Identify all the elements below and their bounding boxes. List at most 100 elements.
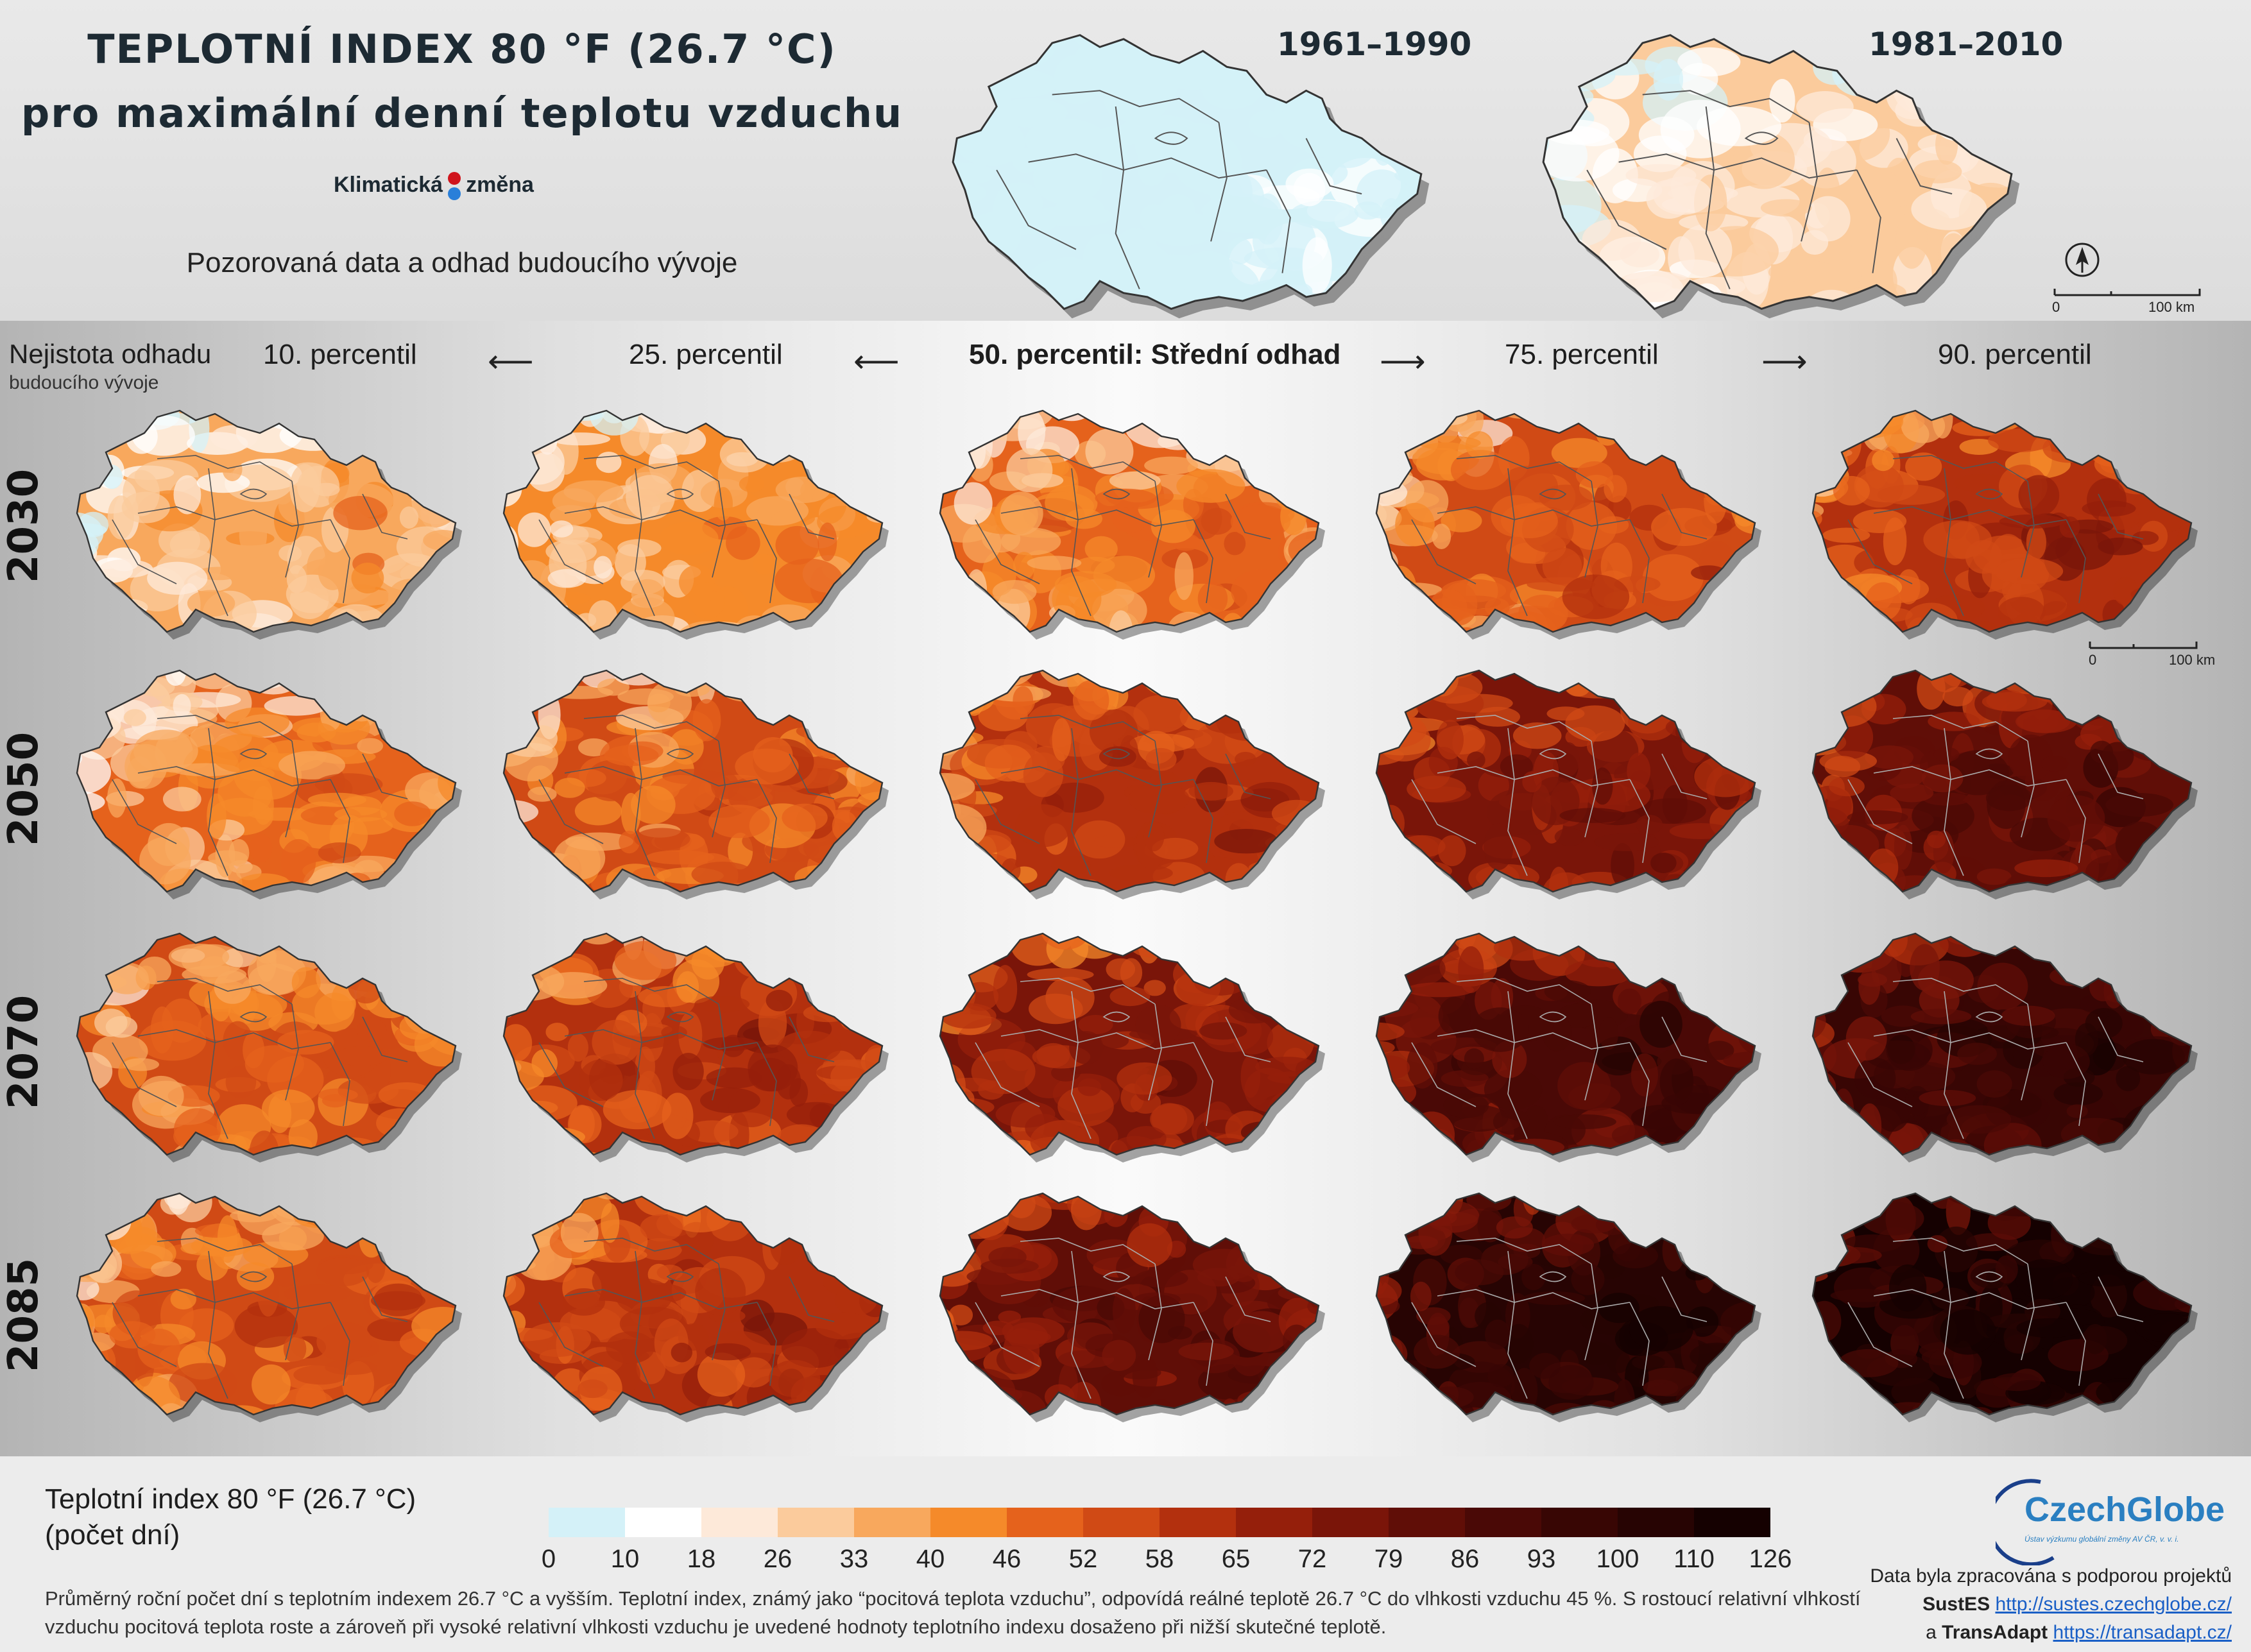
map-texture-blob: [1734, 670, 1755, 681]
legend-description: Průměrný roční počet dní s teplotním ind…: [45, 1587, 1861, 1638]
map-texture-blob: [1077, 1078, 1102, 1096]
region-border: [1148, 481, 1162, 578]
map-texture-blob: [1704, 670, 1725, 690]
map-texture-blob: [168, 943, 230, 970]
map-texture-blob: [2051, 417, 2105, 433]
map-texture-blob: [78, 1123, 125, 1155]
map-texture-blob: [1935, 124, 1958, 165]
map-2050-p10: [61, 658, 472, 901]
map-texture-blob: [411, 411, 434, 455]
arrow-right-icon: ⟶: [1380, 343, 1426, 379]
map-texture-blob: [1013, 686, 1034, 715]
map-texture-blob: [1643, 1379, 1679, 1396]
region-border: [1148, 1003, 1162, 1101]
region-border: [1892, 978, 2028, 1005]
map-2050-p50: [924, 658, 1335, 901]
country-outline: [1811, 932, 2193, 1156]
map-texture-blob: [794, 678, 840, 714]
czech-map-svg: [502, 932, 889, 1162]
country-outline: [939, 409, 1320, 633]
map-texture-blob: [1911, 188, 1987, 230]
map-texture-blob: [1274, 689, 1319, 728]
region-border: [285, 1263, 299, 1361]
map-texture-blob: [1724, 741, 1747, 755]
map-texture-blob: [1888, 1264, 1927, 1312]
map-texture-blob: [595, 452, 622, 473]
map-texture-blob: [1983, 1123, 2042, 1155]
map-texture-blob: [1429, 589, 1468, 625]
map-texture-blob: [214, 971, 252, 1004]
region-border: [1148, 1263, 1162, 1361]
map-texture-blob: [1541, 1233, 1595, 1256]
legend-tick-label: 58: [1145, 1545, 1174, 1573]
map-texture-blob: [418, 1120, 454, 1148]
region-border: [583, 455, 719, 482]
map-texture-blob: [1872, 450, 1895, 472]
map-texture-blob: [1272, 715, 1319, 758]
map-texture-blob: [284, 1284, 350, 1304]
region-border: [1539, 748, 1567, 760]
map-texture-blob: [1921, 764, 1964, 793]
map-texture-blob: [1438, 996, 1471, 1036]
map-texture-blob: [424, 997, 447, 1017]
map-texture-blob: [1125, 411, 1194, 448]
map-texture-blob: [1830, 1289, 1897, 1302]
map-texture-blob: [1518, 933, 1564, 938]
map-texture-blob: [1376, 694, 1396, 710]
map-texture-blob: [2113, 577, 2139, 606]
map-texture-blob: [996, 98, 1068, 128]
map-texture-blob: [1467, 751, 1485, 769]
legend-tick-label: 79: [1374, 1545, 1403, 1573]
map-texture-blob: [1534, 411, 1564, 422]
map-texture-blob: [941, 554, 960, 598]
map-texture-blob: [1438, 835, 1466, 867]
map-texture-blob: [1986, 690, 2027, 711]
map-texture-blob: [1715, 598, 1755, 620]
map-texture-blob: [372, 670, 391, 711]
region-border: [538, 1302, 604, 1367]
region-border: [157, 455, 293, 482]
region-border: [583, 978, 719, 1005]
link-sustes[interactable]: http://sustes.czechglobe.cz/: [1995, 1594, 2232, 1615]
map-texture-blob: [1312, 418, 1319, 432]
map-texture-blob: [2142, 414, 2188, 434]
map-texture-blob: [278, 751, 345, 779]
map-texture-blob: [2042, 1044, 2090, 1079]
map-texture-blob: [953, 92, 966, 139]
country-outline: [952, 34, 1423, 311]
map-texture-blob: [318, 554, 347, 590]
map-texture-blob: [1144, 456, 1199, 475]
map-texture-blob: [514, 560, 550, 585]
map-texture-blob: [953, 162, 995, 186]
map-texture-blob: [871, 975, 882, 991]
map-texture-blob: [1815, 939, 1845, 971]
map-texture-blob: [2129, 448, 2181, 477]
map-texture-blob: [838, 992, 861, 1030]
map-texture-blob: [646, 1193, 692, 1199]
map-texture-blob: [1611, 843, 1634, 888]
region-border: [1744, 132, 1779, 145]
map-texture-blob: [1484, 1069, 1543, 1110]
legend-tick-label: 33: [839, 1545, 869, 1573]
map-texture-blob: [1861, 1201, 1924, 1236]
region-border: [1705, 106, 1731, 289]
map-texture-blob: [350, 423, 389, 468]
map-texture-blob: [1212, 933, 1234, 952]
map-texture-blob: [357, 738, 384, 754]
map-texture-blob: [1176, 469, 1245, 503]
map-texture-blob: [1594, 833, 1659, 851]
country-outline: [502, 1192, 884, 1416]
arrow-left-icon: ⟵: [488, 343, 534, 379]
map-texture-blob: [196, 472, 250, 493]
map-texture-blob: [314, 773, 383, 796]
map-texture-blob: [966, 1134, 994, 1149]
page-subtitle: pro maximální denní teplotu vzduchu: [21, 90, 903, 137]
map-texture-blob: [1299, 863, 1319, 892]
map-texture-blob: [504, 828, 523, 874]
link-transadapt[interactable]: https://transadapt.cz/: [2053, 1622, 2232, 1643]
map-texture-blob: [940, 1193, 993, 1225]
map-texture-blob: [1280, 497, 1307, 536]
map-texture-blob: [1720, 862, 1755, 887]
map-texture-blob: [77, 949, 134, 968]
map-texture-blob: [1813, 670, 1867, 677]
